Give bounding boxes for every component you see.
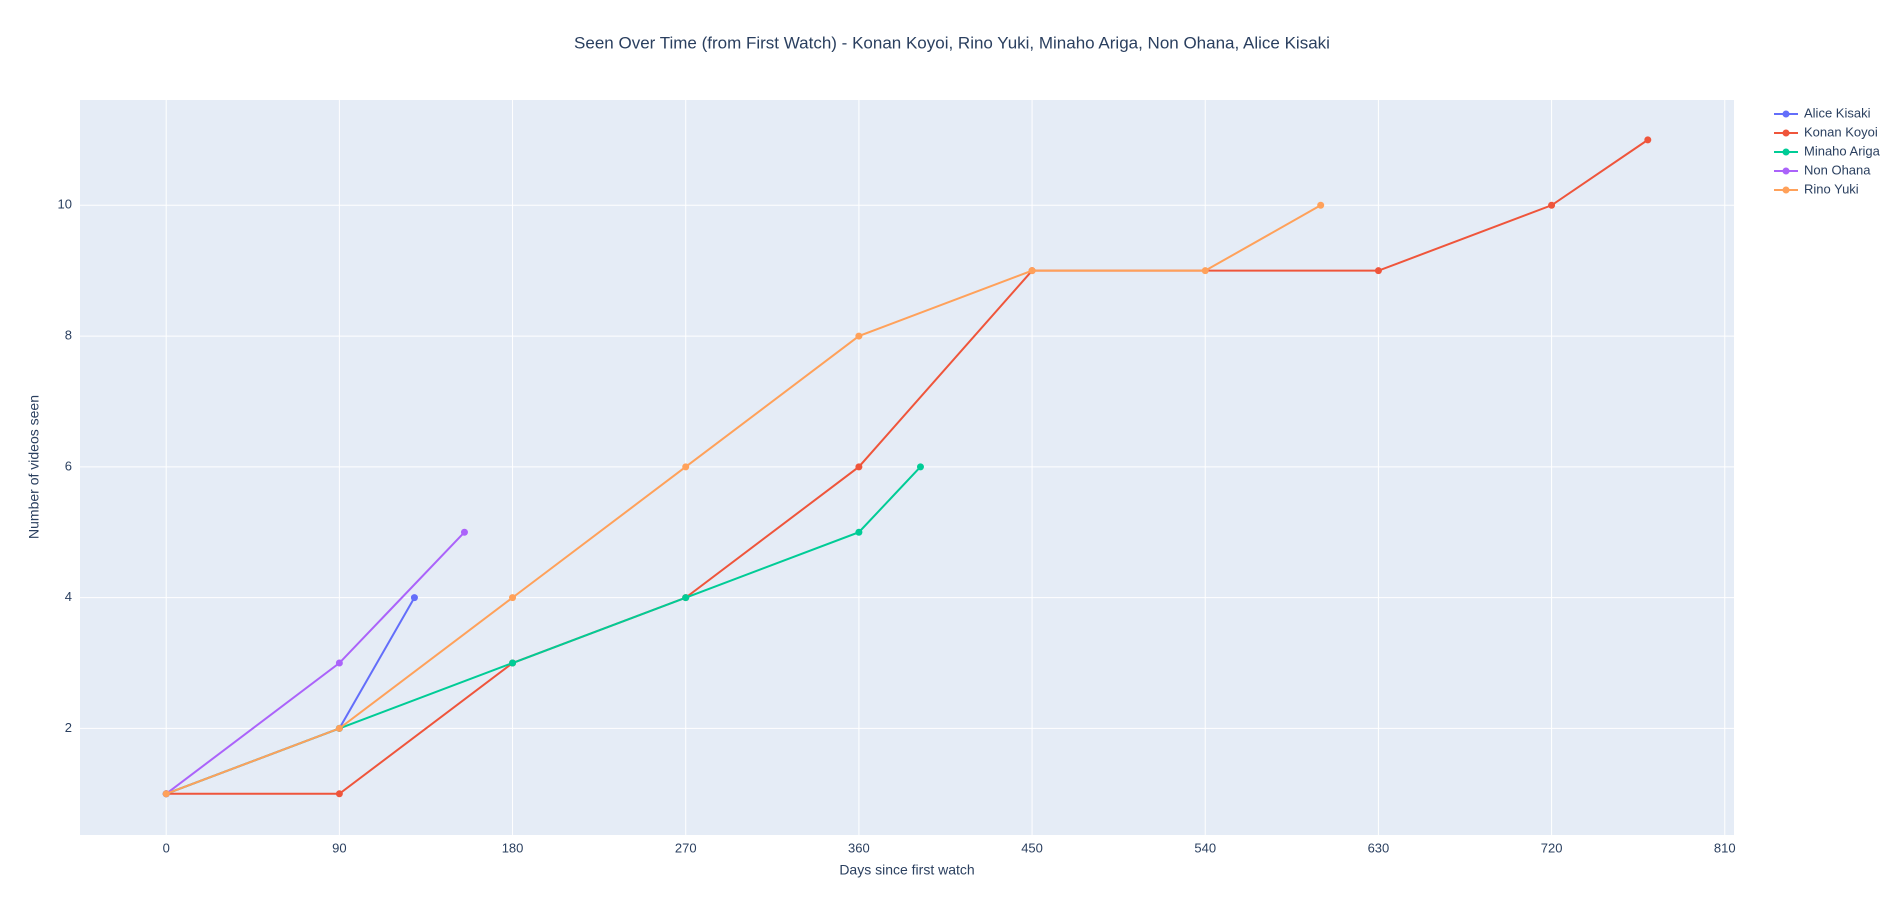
data-point [916,463,924,471]
legend-marker [1782,110,1790,118]
x-tick-label: 630 [1368,840,1390,855]
x-tick-label: 180 [502,840,524,855]
data-point [335,659,343,667]
data-point [509,659,517,667]
data-point [162,790,170,798]
y-axis-title: Number of videos seen [26,395,42,539]
legend-marker [1782,129,1790,137]
data-point [460,528,468,536]
legend-label: Konan Koyoi [1804,124,1878,139]
x-tick-label: 360 [848,840,870,855]
x-tick-label: 270 [675,840,697,855]
legend-label: Rino Yuki [1804,181,1859,196]
data-point [410,594,418,602]
legend-marker [1782,167,1790,175]
legend-marker [1782,148,1790,156]
data-point [1548,201,1556,209]
x-tick-label: 540 [1194,840,1216,855]
data-point [1201,267,1209,275]
data-point [855,463,863,471]
data-point [1644,136,1652,144]
legend-marker [1782,186,1790,194]
data-point [1317,201,1325,209]
data-point [682,463,690,471]
data-point [1374,267,1382,275]
x-tick-label: 720 [1541,840,1563,855]
legend-label: Non Ohana [1804,162,1871,177]
x-tick-label: 0 [163,840,170,855]
legend-label: Minaho Ariga [1804,143,1881,158]
data-point [855,528,863,536]
x-tick-label: 450 [1021,840,1043,855]
data-point [509,594,517,602]
plot-area [80,100,1734,835]
data-point [335,724,343,732]
y-tick-label: 4 [65,589,72,604]
x-tick-label: 810 [1714,840,1736,855]
chart-title: Seen Over Time (from First Watch) - Kona… [574,33,1330,52]
data-point [682,594,690,602]
legend-label: Alice Kisaki [1804,105,1871,120]
data-point [1028,267,1036,275]
series-line [165,204,1322,795]
data-point [335,790,343,798]
data-point [855,332,863,340]
y-tick-label: 8 [65,328,72,343]
x-axis-title: Days since first watch [839,862,974,878]
y-tick-label: 10 [58,197,72,212]
y-tick-label: 6 [65,458,72,473]
x-tick-label: 90 [332,840,346,855]
y-tick-label: 2 [65,720,72,735]
